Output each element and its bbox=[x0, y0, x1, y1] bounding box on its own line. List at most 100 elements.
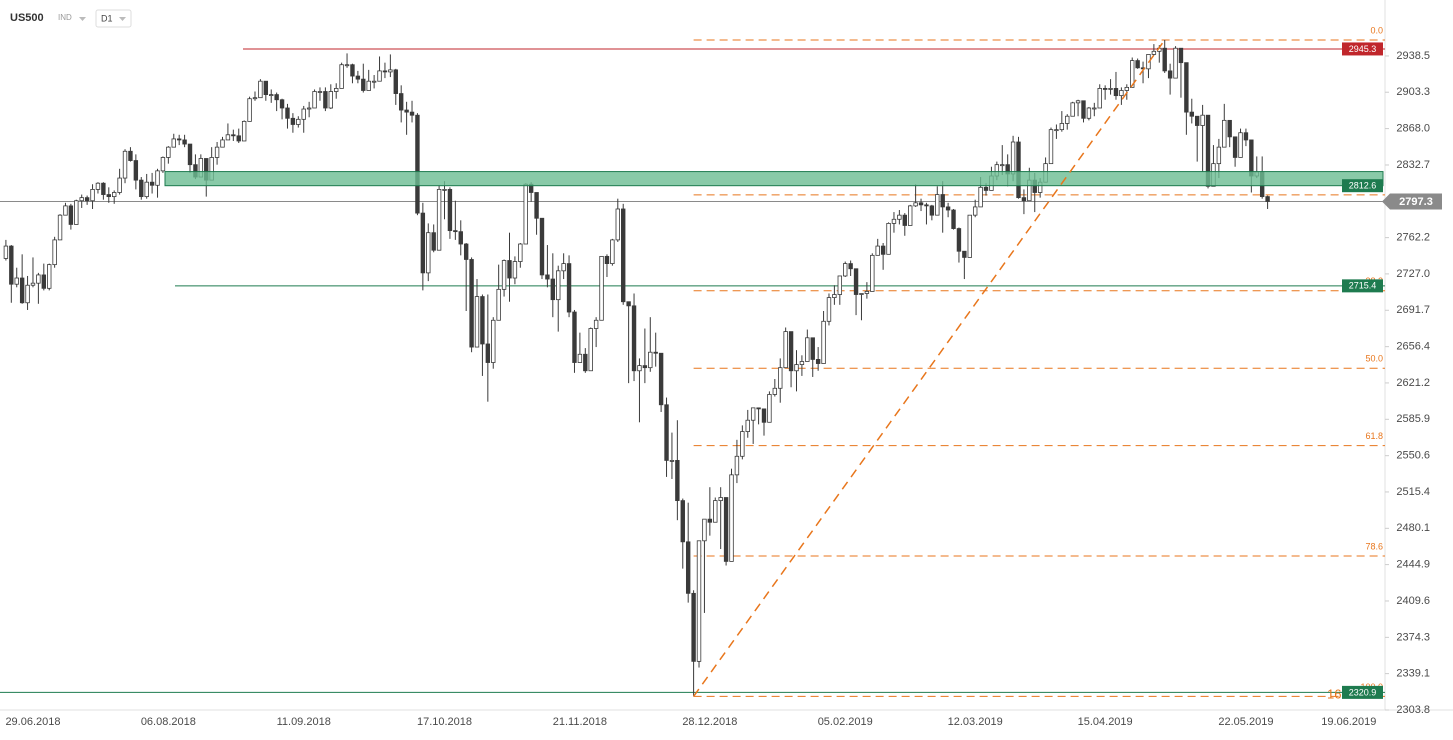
candle-body bbox=[658, 352, 664, 406]
candle-body bbox=[361, 78, 366, 91]
candle-body bbox=[1184, 62, 1189, 113]
candle-body bbox=[426, 232, 431, 274]
candle-body bbox=[117, 177, 122, 193]
candle-body bbox=[1059, 123, 1065, 131]
y-tick-label: 2585.9 bbox=[1396, 413, 1430, 425]
candle-body bbox=[9, 245, 14, 285]
timeframe-select[interactable] bbox=[95, 9, 132, 28]
candle-body bbox=[74, 200, 79, 225]
candle-body bbox=[496, 288, 501, 321]
candle-body bbox=[447, 189, 453, 232]
candle-body bbox=[274, 94, 279, 101]
candle-body bbox=[756, 407, 761, 410]
overlays bbox=[0, 39, 1385, 697]
candle-body bbox=[940, 194, 945, 208]
candle-body bbox=[90, 189, 95, 202]
candle-body bbox=[68, 205, 74, 225]
candle-body bbox=[1086, 107, 1092, 119]
candle-body bbox=[57, 214, 63, 241]
candle-body bbox=[317, 91, 323, 93]
candle-body bbox=[880, 245, 886, 255]
y-tick-label: 2762.2 bbox=[1396, 232, 1430, 244]
candle-body bbox=[908, 205, 913, 226]
candle-body bbox=[539, 217, 545, 276]
candle-body bbox=[95, 182, 101, 190]
y-tick-label: 2409.6 bbox=[1396, 595, 1430, 607]
candle-body bbox=[783, 331, 788, 369]
candle-body bbox=[615, 208, 620, 241]
level-label-box bbox=[1342, 685, 1383, 699]
candle-body bbox=[962, 250, 967, 258]
candle-body bbox=[1021, 197, 1027, 202]
candle-body bbox=[182, 139, 187, 145]
candle-body bbox=[512, 261, 518, 279]
candle-body bbox=[355, 75, 361, 80]
x-tick-label: 05.02.2019 bbox=[818, 716, 873, 728]
fib-label: 78.6 bbox=[1365, 541, 1383, 551]
candle-body bbox=[166, 146, 171, 158]
x-tick-label: 17.10.2018 bbox=[417, 716, 472, 728]
candle-body bbox=[718, 497, 723, 502]
candle-body bbox=[1048, 129, 1054, 165]
candle-body bbox=[79, 197, 84, 202]
candle-body bbox=[14, 277, 19, 285]
candle-body bbox=[691, 592, 696, 662]
candle-body bbox=[826, 297, 832, 322]
candle-body bbox=[269, 94, 274, 96]
timeframe[interactable]: D1 bbox=[101, 13, 113, 23]
candle-body bbox=[458, 231, 463, 245]
y-tick-label: 2444.9 bbox=[1396, 559, 1430, 571]
fib-label: 50.0 bbox=[1365, 354, 1383, 364]
candle-body bbox=[101, 182, 106, 195]
candle-body bbox=[642, 365, 648, 369]
y-tick-label: 2938.5 bbox=[1396, 50, 1430, 62]
candle-body bbox=[740, 431, 745, 457]
candle-body bbox=[767, 394, 772, 423]
x-tick-label: 19.06.2019 bbox=[1321, 716, 1376, 728]
candle-body bbox=[588, 328, 593, 372]
candle-body bbox=[263, 80, 269, 95]
candle-body bbox=[978, 186, 983, 208]
candle-body bbox=[864, 291, 870, 294]
x-tick-label: 15.04.2019 bbox=[1078, 716, 1133, 728]
candle-body bbox=[171, 138, 176, 148]
x-tick-label: 29.06.2018 bbox=[5, 716, 60, 728]
x-tick-label: 12.03.2019 bbox=[948, 716, 1003, 728]
candle-body bbox=[409, 111, 415, 116]
y-tick-label: 2903.3 bbox=[1396, 86, 1430, 98]
candle-body bbox=[112, 192, 117, 198]
candle-body bbox=[463, 243, 469, 260]
level-label-box bbox=[1342, 42, 1383, 56]
candle-body bbox=[550, 278, 556, 301]
candle-body bbox=[296, 118, 301, 125]
candle-body bbox=[631, 305, 637, 372]
candle-body bbox=[139, 179, 144, 198]
instrument-type: IND bbox=[58, 13, 72, 22]
candle-body bbox=[469, 259, 474, 348]
candle-body bbox=[214, 146, 220, 158]
candle-body bbox=[306, 107, 312, 110]
candle-body bbox=[664, 404, 669, 461]
dropdown-arrow[interactable] bbox=[119, 17, 126, 21]
dropdown-arrow[interactable] bbox=[79, 17, 86, 21]
candle-body bbox=[52, 239, 57, 266]
candle-body bbox=[1102, 88, 1108, 90]
candle-body bbox=[1189, 111, 1194, 117]
symbol[interactable]: US500 bbox=[10, 12, 44, 24]
candle-body bbox=[1238, 132, 1243, 158]
candle-body bbox=[599, 255, 604, 321]
candle-body bbox=[621, 208, 626, 303]
candle-body bbox=[301, 108, 306, 120]
candle-body bbox=[344, 64, 350, 67]
candle-body bbox=[36, 274, 41, 284]
x-tick-label: 28.12.2018 bbox=[682, 716, 737, 728]
candle-body bbox=[1108, 88, 1113, 90]
candle-body bbox=[1151, 50, 1157, 55]
candle-body bbox=[707, 518, 713, 523]
candle-body bbox=[815, 359, 821, 364]
candle-body bbox=[453, 230, 458, 233]
candle-body bbox=[832, 294, 837, 299]
candle-body bbox=[913, 202, 918, 207]
support-zone bbox=[164, 171, 1384, 187]
